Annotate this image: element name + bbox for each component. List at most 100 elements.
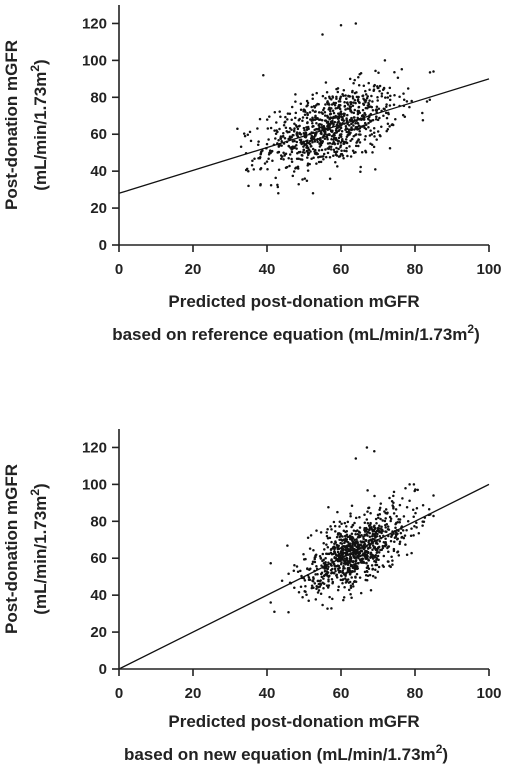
- data-point: [346, 520, 350, 524]
- data-point: [348, 557, 351, 560]
- data-point: [360, 150, 364, 154]
- data-point: [267, 157, 270, 160]
- data-point: [391, 504, 394, 507]
- data-point: [378, 134, 382, 137]
- data-point: [354, 22, 358, 25]
- data-point: [366, 530, 369, 534]
- data-point: [326, 586, 330, 589]
- data-point: [363, 552, 366, 556]
- data-point: [374, 547, 377, 551]
- data-point: [333, 556, 336, 559]
- data-point: [247, 169, 250, 173]
- data-point: [356, 529, 359, 532]
- data-point: [367, 539, 371, 542]
- data-point: [389, 565, 392, 569]
- data-point: [421, 524, 424, 527]
- data-point: [378, 506, 382, 510]
- data-point: [355, 91, 358, 94]
- data-point: [329, 148, 333, 151]
- data-point: [311, 562, 314, 566]
- data-point: [328, 145, 331, 149]
- x-ticks-top: 0 20 40 60 80 100: [115, 245, 502, 278]
- data-point: [358, 551, 362, 555]
- data-point: [405, 528, 408, 532]
- data-point: [357, 76, 360, 79]
- data-point: [324, 560, 327, 564]
- data-point: [315, 91, 318, 95]
- data-point: [322, 582, 326, 586]
- data-point: [373, 535, 377, 538]
- data-point: [321, 94, 325, 98]
- data-point: [244, 168, 248, 172]
- data-point: [340, 546, 344, 549]
- data-point: [351, 89, 354, 93]
- data-point: [373, 494, 376, 498]
- data-point: [361, 108, 365, 112]
- data-point: [343, 585, 346, 589]
- data-point: [273, 129, 276, 132]
- x-tick-label: 40: [259, 261, 276, 278]
- data-point: [421, 118, 425, 122]
- data-point: [299, 585, 303, 588]
- data-point: [310, 137, 313, 141]
- data-point: [398, 95, 401, 99]
- data-point: [291, 140, 295, 143]
- data-point: [348, 145, 351, 148]
- data-point: [379, 517, 382, 521]
- data-point: [376, 549, 379, 553]
- data-point: [359, 170, 362, 173]
- data-point: [343, 105, 346, 108]
- data-point: [301, 141, 304, 144]
- data-point: [287, 157, 290, 160]
- data-point: [354, 580, 358, 584]
- data-point: [349, 102, 353, 106]
- data-point: [281, 135, 285, 138]
- data-point: [307, 141, 311, 145]
- data-point: [322, 152, 326, 156]
- data-point: [386, 560, 390, 563]
- data-point: [311, 580, 315, 583]
- data-point: [328, 141, 332, 145]
- data-point: [288, 112, 292, 116]
- data-point: [301, 595, 304, 599]
- data-point: [335, 576, 339, 579]
- data-point: [349, 105, 353, 109]
- data-point: [366, 564, 370, 568]
- data-point: [340, 113, 343, 116]
- y-tick-label: 40: [90, 587, 107, 604]
- data-point: [339, 141, 343, 144]
- data-point: [315, 122, 318, 125]
- data-point: [305, 143, 308, 146]
- data-point: [335, 130, 339, 134]
- data-point: [413, 524, 416, 528]
- data-point: [282, 158, 285, 161]
- data-point: [305, 116, 309, 120]
- data-point: [312, 105, 316, 108]
- data-point: [415, 521, 418, 525]
- data-point: [322, 577, 325, 580]
- data-point: [341, 535, 344, 538]
- data-point: [332, 136, 336, 140]
- data-point: [349, 559, 353, 562]
- data-point: [292, 569, 296, 572]
- data-point: [391, 563, 394, 566]
- data-point: [310, 135, 314, 138]
- data-point: [329, 563, 333, 567]
- x-tick-label: 40: [259, 685, 276, 702]
- data-point: [293, 127, 296, 130]
- data-point: [341, 581, 344, 585]
- data-point: [242, 132, 246, 135]
- data-point: [369, 129, 372, 132]
- data-point: [305, 179, 309, 182]
- data-point: [325, 584, 329, 587]
- data-point: [339, 570, 342, 574]
- data-point: [305, 104, 308, 108]
- data-point: [332, 545, 336, 548]
- data-point: [377, 529, 381, 533]
- data-point: [294, 111, 298, 115]
- data-point: [288, 164, 291, 168]
- data-point: [294, 100, 297, 103]
- data-point: [369, 120, 372, 123]
- data-point: [342, 598, 345, 602]
- y-tick-label: 80: [90, 89, 107, 106]
